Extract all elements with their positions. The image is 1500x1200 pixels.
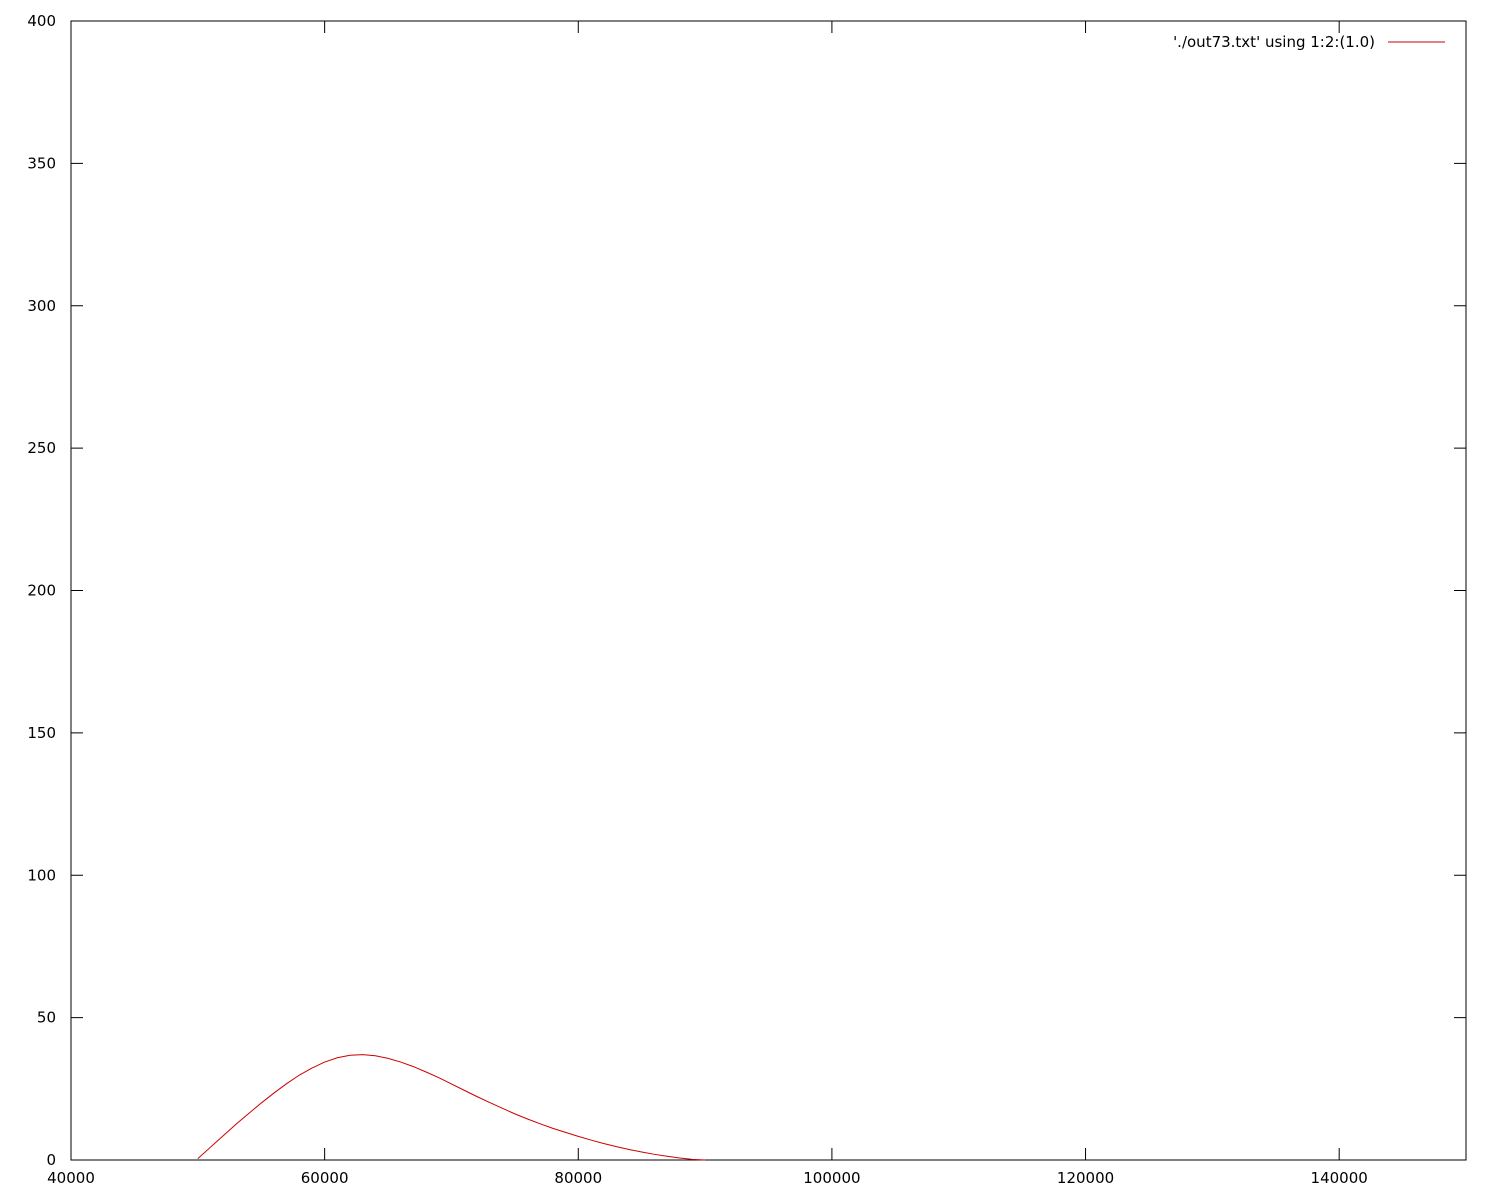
legend: './out73.txt' using 1:2:(1.0) [1173,33,1445,51]
y-tick-label: 250 [27,439,56,457]
x-tick-label: 40000 [47,1169,95,1187]
y-tick-label: 400 [27,12,56,30]
y-tick-label: 0 [46,1151,56,1169]
x-tick-label: 120000 [1057,1169,1114,1187]
y-tick-label: 300 [27,297,56,315]
plot-area-border [70,20,1467,1161]
x-tick-label: 60000 [301,1169,349,1187]
y-axis: 0 50 100 150 200 250 300 350 400 [27,12,1466,1169]
y-tick-label: 50 [37,1009,56,1027]
x-tick-label: 80000 [554,1169,602,1187]
series-line [197,1054,706,1161]
y-tick-label: 350 [27,154,56,172]
legend-label: './out73.txt' using 1:2:(1.0) [1173,33,1375,51]
y-tick-label: 200 [27,582,56,600]
x-tick-label: 140000 [1311,1169,1368,1187]
y-tick-label: 150 [27,724,56,742]
series-layer [197,1054,706,1161]
x-axis: 40000 60000 80000 100000 120000 140000 [47,21,1368,1187]
y-tick-label: 100 [27,866,56,884]
x-tick-label: 100000 [803,1169,860,1187]
